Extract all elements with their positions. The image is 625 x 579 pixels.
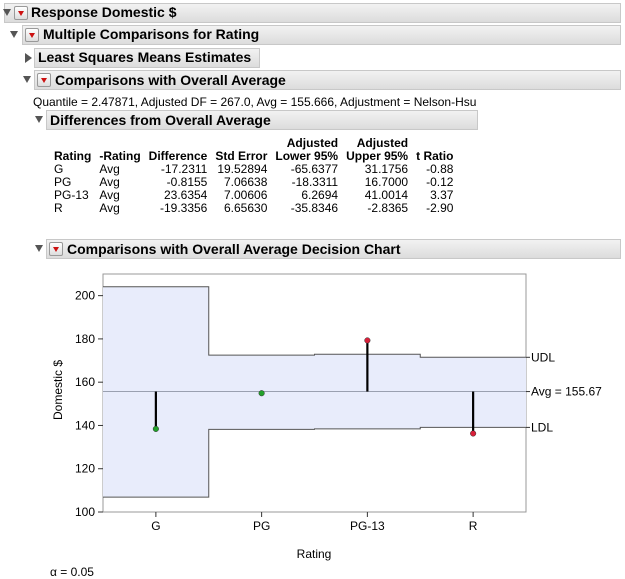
multiple-comparisons-menu-button[interactable] xyxy=(25,28,39,42)
ldl-line xyxy=(103,426,526,498)
collapse-decision-chart-icon[interactable] xyxy=(35,245,43,252)
x-tick-label: R xyxy=(469,519,478,533)
table-cell: 3.37 xyxy=(430,188,454,202)
column-header-minus-rating: -Rating xyxy=(99,149,141,163)
table-cell: -19.3356 xyxy=(159,201,208,215)
table-cell: Avg xyxy=(99,162,120,176)
multiple-comparisons-title: Multiple Comparisons for Rating xyxy=(43,26,260,42)
multiple-comparisons-header xyxy=(22,25,621,45)
ldl-label: LDL xyxy=(531,420,553,434)
decision-chart-title: Comparisons with Overall Average Decisio… xyxy=(67,241,401,257)
table-cell: G xyxy=(54,162,64,176)
table-cell: -0.12 xyxy=(426,175,454,189)
table-cell: PG-13 xyxy=(54,188,89,202)
table-cell: 19.52894 xyxy=(217,162,268,176)
table-cell: Avg xyxy=(99,201,120,215)
expand-least-squares-icon[interactable] xyxy=(25,53,32,63)
table-row: PG-13 Avg 23.6354 7.00606 6.2694 41.0014… xyxy=(50,189,457,202)
y-axis-label: Domestic $ xyxy=(51,360,65,420)
mean-point[interactable] xyxy=(152,425,159,432)
y-tick-label: 120 xyxy=(75,462,95,476)
least-squares-header[interactable] xyxy=(34,48,260,68)
table-cell: Avg xyxy=(99,175,120,189)
table-header-row-top: Adjusted Adjusted xyxy=(50,137,457,150)
collapse-differences-icon[interactable] xyxy=(35,116,43,123)
collapse-response-icon[interactable] xyxy=(3,9,11,16)
table-cell: -35.8346 xyxy=(290,201,339,215)
differences-title: Differences from Overall Average xyxy=(50,112,271,128)
udl-line xyxy=(103,286,526,358)
table-row: G Avg -17.2311 19.52894 -65.6377 31.1756… xyxy=(50,163,457,176)
column-header-std-error: Std Error xyxy=(215,149,268,163)
quantile-info: Quantile = 2.47871, Adjusted DF = 267.0,… xyxy=(33,95,477,109)
comparisons-average-header xyxy=(34,70,621,90)
table-cell: 16.7000 xyxy=(364,175,409,189)
table-row: PG Avg -0.8155 7.06638 -18.3311 16.7000 … xyxy=(50,176,457,189)
table-cell: 23.6354 xyxy=(163,188,208,202)
table-cell: R xyxy=(54,201,63,215)
column-header-t-ratio: t Ratio xyxy=(416,149,454,163)
table-header-top: Adjusted xyxy=(286,136,339,150)
differences-header xyxy=(46,110,478,130)
column-header-rating: Rating xyxy=(54,149,92,163)
table-header-row: Rating -Rating Difference Std Error Lowe… xyxy=(50,150,457,163)
table-cell: -2.8365 xyxy=(367,201,409,215)
column-header-upper: Upper 95% xyxy=(346,149,409,163)
table-header-top: Adjusted xyxy=(356,136,409,150)
column-header-lower: Lower 95% xyxy=(275,149,339,163)
udl-label: UDL xyxy=(531,350,555,364)
decision-chart-menu-button[interactable] xyxy=(49,242,63,256)
table-cell: 6.65630 xyxy=(223,201,268,215)
table-cell: -0.8155 xyxy=(166,175,208,189)
y-tick-label: 200 xyxy=(75,289,95,303)
x-tick-label: PG-13 xyxy=(350,519,385,533)
table-cell: 31.1756 xyxy=(364,162,409,176)
table-row: R Avg -19.3356 6.65630 -35.8346 -2.8365 … xyxy=(50,202,457,215)
table-cell: 41.0014 xyxy=(364,188,409,202)
alpha-label: α = 0.05 xyxy=(50,565,94,579)
mean-point[interactable] xyxy=(470,430,477,437)
table-cell: -65.6377 xyxy=(290,162,339,176)
response-menu-button[interactable] xyxy=(14,6,28,20)
table-cell: -18.3311 xyxy=(291,175,339,189)
collapse-multiple-comparisons-icon[interactable] xyxy=(10,31,18,38)
table-cell: -0.88 xyxy=(426,162,454,176)
comparisons-average-menu-button[interactable] xyxy=(37,73,51,87)
x-axis-label: Rating xyxy=(297,547,332,561)
collapse-comparisons-average-icon[interactable] xyxy=(23,76,31,83)
table-cell: 7.06638 xyxy=(223,175,268,189)
y-tick-label: 100 xyxy=(75,505,95,519)
decision-chart-header xyxy=(46,239,621,259)
table-cell: -17.2311 xyxy=(160,162,208,176)
table-cell: PG xyxy=(54,175,72,189)
comparisons-average-title: Comparisons with Overall Average xyxy=(55,72,286,88)
x-tick-label: PG xyxy=(253,519,270,533)
differences-table: Adjusted Adjusted Rating -Rating Differe… xyxy=(50,137,457,215)
table-cell: 7.00606 xyxy=(223,188,268,202)
y-tick-label: 140 xyxy=(75,418,95,432)
y-tick-label: 160 xyxy=(75,375,95,389)
table-cell: -2.90 xyxy=(426,201,454,215)
table-cell: 6.2694 xyxy=(301,188,339,202)
y-tick-label: 180 xyxy=(75,332,95,346)
x-tick-label: G xyxy=(151,519,160,533)
column-header-difference: Difference xyxy=(148,149,208,163)
decision-chart: Domestic $ Rating 100 120 140 160 180 200 G PG P… xyxy=(51,273,602,561)
mean-point[interactable] xyxy=(258,390,265,397)
mean-point[interactable] xyxy=(364,337,371,344)
table-cell: Avg xyxy=(99,188,120,202)
avg-label: Avg = 155.67 xyxy=(531,385,602,399)
least-squares-title: Least Squares Means Estimates xyxy=(38,49,252,65)
response-title: Response Domestic $ xyxy=(31,4,177,20)
